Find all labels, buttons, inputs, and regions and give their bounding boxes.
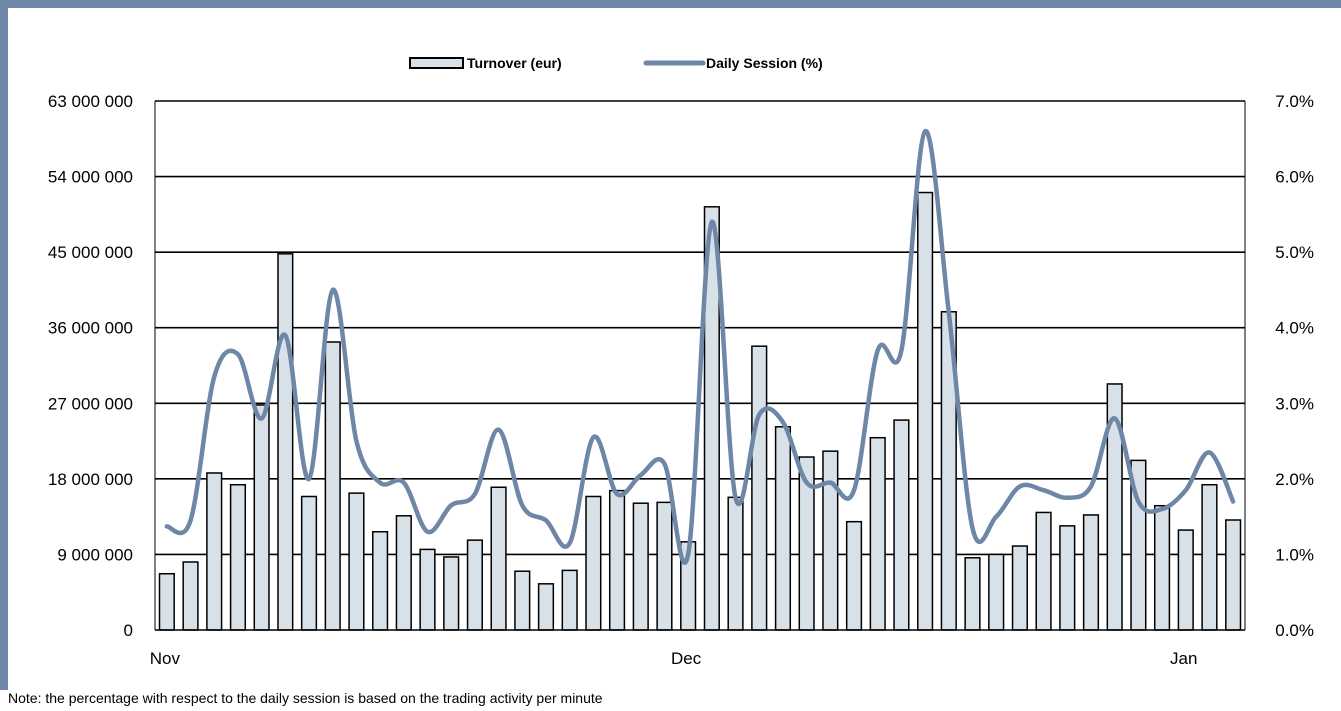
bar-34 bbox=[964, 557, 981, 631]
y-left-tick-label-3: 27 000 000 bbox=[48, 394, 133, 413]
legend-swatch-turnover bbox=[409, 57, 464, 69]
bar-6 bbox=[300, 495, 318, 631]
y-left-tick-label-1: 9 000 000 bbox=[57, 545, 133, 564]
gridlines bbox=[155, 100, 1245, 556]
bar-14 bbox=[490, 486, 507, 631]
y-right-tick-label-0: 0.0% bbox=[1275, 621, 1314, 640]
chart: Turnover (eur) Daily Session (%) 0 9 000 … bbox=[0, 0, 1341, 690]
y-left-tick-label-4: 36 000 000 bbox=[48, 319, 133, 338]
axes bbox=[154, 101, 1246, 631]
x-tick-label-dec: Dec bbox=[671, 649, 702, 668]
bar-45 bbox=[1225, 519, 1242, 631]
frame-left-edge bbox=[0, 0, 8, 690]
daily-session-series-line bbox=[164, 128, 1236, 566]
bar-13 bbox=[466, 539, 483, 631]
x-tick-label-jan: Jan bbox=[1170, 649, 1197, 668]
y-right-tick-label-2: 2.0% bbox=[1275, 470, 1314, 489]
bar-36 bbox=[1011, 545, 1028, 631]
bar-16 bbox=[537, 583, 555, 631]
daily-session-line bbox=[164, 128, 1236, 566]
bar-8 bbox=[348, 492, 365, 631]
bar-4 bbox=[253, 404, 270, 631]
bar-24 bbox=[727, 496, 744, 631]
bar-31 bbox=[893, 419, 910, 631]
y-right-tick-label-6: 6.0% bbox=[1275, 168, 1314, 187]
y-right-tick-label-3: 3.0% bbox=[1275, 394, 1314, 413]
y-right-tick-label-4: 4.0% bbox=[1275, 319, 1314, 338]
bar-29 bbox=[845, 520, 863, 631]
bar-3 bbox=[229, 483, 247, 631]
y-axis-right-labels: 0.0% 1.0% 2.0% 3.0% 4.0% 5.0% 6.0% 7.0% bbox=[1275, 92, 1314, 640]
x-axis-labels: Nov Dec Jan bbox=[150, 649, 1198, 668]
legend-label-daily-session: Daily Session (%) bbox=[706, 55, 823, 71]
legend: Turnover (eur) Daily Session (%) bbox=[409, 55, 823, 71]
bar-42 bbox=[1153, 504, 1171, 631]
legend-label-turnover: Turnover (eur) bbox=[467, 55, 562, 71]
x-tick-label-nov: Nov bbox=[150, 649, 181, 668]
frame-top-edge bbox=[0, 0, 1341, 8]
bar-44 bbox=[1201, 483, 1218, 631]
bar-12 bbox=[443, 556, 460, 631]
y-left-tick-label-7: 63 000 000 bbox=[48, 92, 133, 111]
bar-15 bbox=[514, 570, 531, 631]
y-axis-left-labels: 0 9 000 000 18 000 000 27 000 000 36 000 000… bbox=[48, 92, 133, 640]
chart-note: Note: the percentage with respect to the… bbox=[8, 690, 603, 706]
bar-30 bbox=[869, 436, 886, 631]
bar-5 bbox=[277, 253, 294, 631]
bar-20 bbox=[632, 502, 649, 631]
bar-28 bbox=[822, 450, 839, 631]
bar-39 bbox=[1082, 514, 1100, 631]
bar-43 bbox=[1177, 529, 1194, 631]
bar-19 bbox=[608, 489, 626, 631]
bar-26 bbox=[774, 426, 792, 631]
bar-32 bbox=[917, 191, 934, 631]
bar-21 bbox=[656, 501, 673, 631]
bar-7 bbox=[324, 341, 341, 631]
bar-1 bbox=[182, 561, 199, 631]
bar-10 bbox=[395, 515, 412, 631]
bar-18 bbox=[585, 495, 602, 631]
y-right-tick-label-1: 1.0% bbox=[1275, 545, 1314, 564]
bar-17 bbox=[561, 569, 578, 631]
bar-38 bbox=[1059, 525, 1076, 631]
bar-9 bbox=[372, 531, 389, 631]
bar-11 bbox=[419, 548, 436, 631]
bar-0 bbox=[158, 572, 175, 631]
bar-2 bbox=[206, 472, 223, 631]
bar-37 bbox=[1035, 511, 1052, 631]
y-left-tick-label-5: 45 000 000 bbox=[48, 243, 133, 262]
y-left-tick-label-2: 18 000 000 bbox=[48, 470, 133, 489]
y-right-tick-label-5: 5.0% bbox=[1275, 243, 1314, 262]
y-right-tick-label-7: 7.0% bbox=[1275, 92, 1314, 111]
bar-35 bbox=[988, 553, 1005, 631]
y-left-tick-label-0: 0 bbox=[124, 621, 133, 640]
bar-25 bbox=[751, 345, 768, 631]
y-left-tick-label-6: 54 000 000 bbox=[48, 168, 133, 187]
